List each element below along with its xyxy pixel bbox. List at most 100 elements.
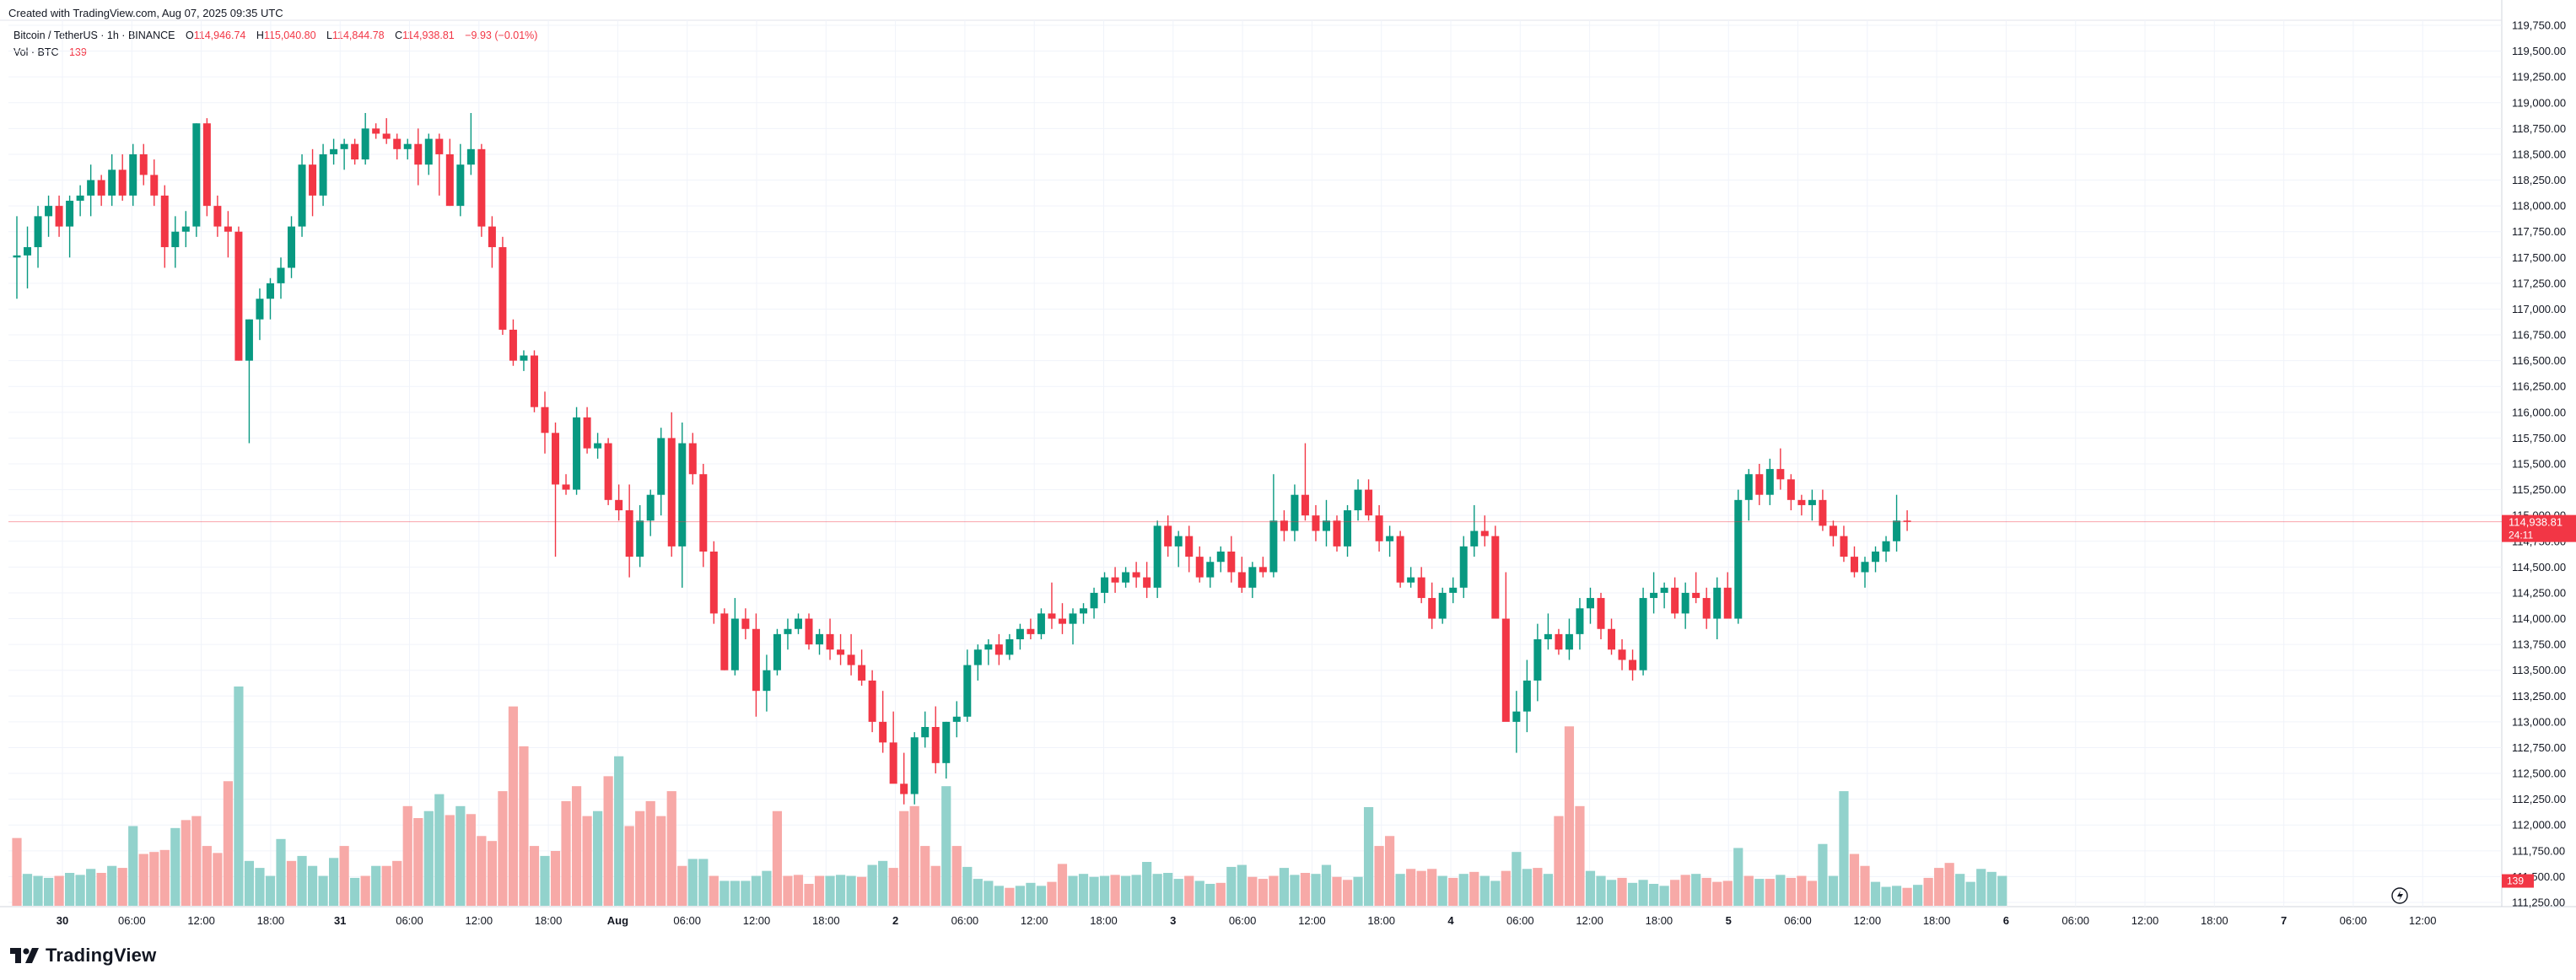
volume-bar bbox=[951, 846, 962, 906]
volume-bar bbox=[1902, 887, 1912, 906]
candle-body bbox=[1480, 530, 1489, 536]
volume-bar bbox=[1173, 879, 1183, 906]
candle bbox=[1206, 557, 1215, 588]
candle-body bbox=[667, 438, 676, 547]
volume-bar bbox=[624, 826, 634, 906]
candle bbox=[118, 153, 127, 201]
candle bbox=[520, 350, 528, 371]
candle bbox=[1629, 649, 1637, 681]
candle-body bbox=[118, 170, 127, 196]
volume-bar bbox=[1469, 871, 1479, 906]
volume-bar bbox=[1395, 874, 1405, 906]
candle-body bbox=[709, 552, 718, 614]
candle bbox=[1555, 628, 1563, 655]
candle bbox=[1417, 567, 1425, 604]
price-tick-label: 117,000.00 bbox=[2512, 303, 2566, 315]
time-tick-label: 2 bbox=[892, 914, 898, 927]
volume-bar bbox=[1068, 875, 1078, 906]
candle-body bbox=[1206, 562, 1215, 578]
volume-bar bbox=[1913, 885, 1923, 906]
candle-body bbox=[445, 153, 454, 207]
candle-body bbox=[879, 721, 887, 743]
volume-bar bbox=[1627, 882, 1638, 906]
volume-bar bbox=[1807, 880, 1817, 906]
candle-body bbox=[636, 520, 644, 557]
volume-bar bbox=[1342, 880, 1353, 906]
candle-body bbox=[1216, 552, 1225, 563]
volume-bar bbox=[1089, 876, 1099, 906]
candle bbox=[298, 153, 306, 237]
time-tick-label: 6 bbox=[2003, 914, 2009, 927]
candle-body bbox=[1776, 469, 1785, 480]
time-tick-label: 12:00 bbox=[1576, 914, 1603, 927]
time-tick-label: 12:00 bbox=[1298, 914, 1326, 927]
candle bbox=[340, 138, 348, 170]
candle-body bbox=[45, 206, 53, 217]
candle-body bbox=[1111, 577, 1119, 583]
candle-body bbox=[1396, 536, 1404, 583]
volume-bar bbox=[381, 865, 391, 906]
volume-bar bbox=[1680, 875, 1690, 906]
candle bbox=[160, 185, 169, 268]
tradingview-logo[interactable]: TradingView bbox=[10, 945, 156, 967]
tradingview-wordmark: TradingView bbox=[46, 945, 157, 966]
price-tick-label: 118,750.00 bbox=[2512, 122, 2566, 135]
candle-body bbox=[414, 143, 423, 165]
volume-bar bbox=[1533, 868, 1543, 906]
candle bbox=[910, 732, 919, 805]
candle-body bbox=[1491, 536, 1500, 619]
symbol-title[interactable]: Bitcoin / TetherUS · 1h · BINANCE bbox=[13, 30, 175, 41]
candle bbox=[1576, 598, 1584, 650]
candle bbox=[1533, 623, 1542, 702]
candle-body bbox=[1291, 494, 1299, 531]
candle-body bbox=[520, 355, 528, 361]
candle-body bbox=[477, 148, 486, 227]
candle bbox=[720, 608, 729, 670]
candle bbox=[763, 654, 771, 712]
price-tick-label: 116,000.00 bbox=[2512, 406, 2566, 418]
candle-body bbox=[24, 247, 32, 256]
candle bbox=[1037, 608, 1045, 639]
candle bbox=[245, 319, 253, 444]
candle-body bbox=[952, 716, 961, 722]
volume-bar bbox=[899, 810, 909, 906]
volume-bar bbox=[1934, 868, 1944, 906]
volume-bar bbox=[1575, 805, 1585, 906]
candle bbox=[921, 711, 930, 748]
price-tick-label: 119,750.00 bbox=[2512, 19, 2566, 32]
candle bbox=[1723, 572, 1732, 619]
volume-bar bbox=[181, 820, 191, 906]
volume-bar bbox=[1406, 869, 1416, 906]
volume-bar bbox=[857, 876, 867, 906]
candle bbox=[1734, 489, 1743, 624]
candle bbox=[1174, 530, 1183, 568]
volume-bar bbox=[466, 814, 476, 906]
candle bbox=[372, 123, 380, 139]
time-axis[interactable]: 30 06:00 12:00 18:00 31 06:00 12:00 18:00 Aug 06:… bbox=[57, 914, 2437, 927]
candle bbox=[1301, 443, 1309, 521]
price-tick-label: 112,000.00 bbox=[2512, 819, 2566, 832]
volume-bar bbox=[1670, 880, 1680, 906]
volume-bar bbox=[1891, 886, 1902, 906]
price-axis[interactable]: 119,750.00 119,500.00 119,250.00 119,000.00… bbox=[2512, 19, 2566, 909]
scroll-to-realtime-icon[interactable] bbox=[2391, 887, 2408, 904]
volume-label[interactable]: Vol · BTC bbox=[13, 46, 59, 58]
candle-body bbox=[266, 283, 274, 299]
candle-body bbox=[973, 649, 982, 665]
volume-bar bbox=[519, 746, 529, 906]
candle-body bbox=[1122, 572, 1130, 583]
time-tick-label: 18:00 bbox=[1367, 914, 1395, 927]
candle bbox=[1016, 623, 1024, 650]
candle-body bbox=[805, 618, 813, 645]
volume-bar bbox=[1997, 875, 2007, 906]
volume-bar bbox=[96, 873, 106, 906]
candle-body bbox=[963, 665, 972, 717]
candle bbox=[1639, 587, 1647, 676]
candle-body bbox=[108, 170, 116, 196]
candle bbox=[1269, 474, 1278, 578]
time-tick-label: 4 bbox=[1447, 914, 1454, 927]
high-value: 115,040.80 bbox=[263, 30, 316, 41]
volume-bar bbox=[1776, 875, 1786, 906]
candle-body bbox=[393, 138, 401, 149]
